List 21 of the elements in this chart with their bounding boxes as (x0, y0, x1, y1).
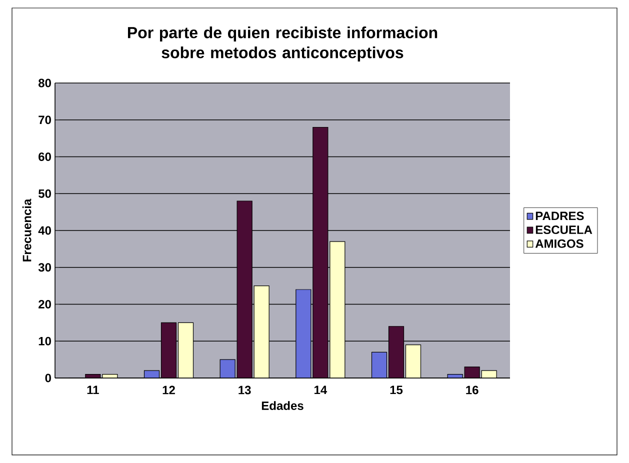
x-tick-label: 16 (466, 386, 478, 394)
legend-label: PADRES (536, 212, 584, 220)
x-tick-label: 11 (87, 386, 99, 394)
chart-title: Por parte de quien recibiste informacion sobre metodos anticonceptivos (128, 26, 438, 62)
legend-label: ESCUELA (536, 226, 592, 234)
y-tick-label: 20 (38, 300, 51, 308)
x-axis-title: Edades (262, 401, 304, 410)
y-tick-label: 10 (38, 336, 51, 346)
y-tick-label: 50 (38, 189, 51, 198)
y-axis-title: Frecuencia (22, 198, 32, 262)
y-tick-label: 30 (38, 263, 51, 272)
y-tick-label: 70 (38, 116, 51, 124)
legend-label: AMIGOS (535, 239, 584, 248)
y-tick-label: 80 (38, 78, 51, 88)
y-tick-label: 40 (38, 226, 51, 235)
x-tick-label: 15 (390, 386, 403, 394)
y-tick-label: 0 (45, 374, 51, 382)
y-tick-label: 60 (38, 152, 51, 161)
x-tick-label: 14 (314, 386, 328, 394)
x-tick-label: 13 (238, 386, 251, 394)
x-tick-label: 12 (162, 386, 175, 394)
